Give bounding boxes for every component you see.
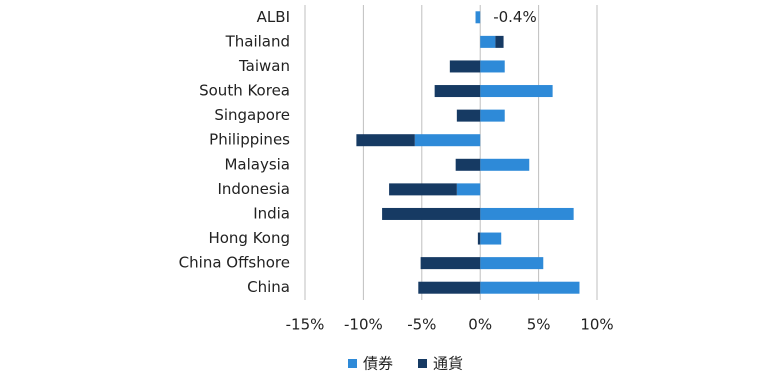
bar — [480, 60, 505, 73]
bar — [414, 134, 481, 147]
x-tick-label: 10% — [580, 316, 613, 334]
bar — [495, 35, 504, 48]
bar — [356, 134, 415, 147]
legend-label: 通貨 — [433, 355, 463, 373]
y-tick-label: China — [247, 278, 290, 296]
bar — [480, 109, 505, 122]
bar — [480, 158, 530, 171]
x-tick-label: -15% — [286, 316, 325, 334]
bar — [434, 85, 481, 98]
y-tick-label: Taiwan — [238, 57, 290, 75]
x-tick-label: 0% — [468, 316, 492, 334]
y-tick-label: Hong Kong — [208, 229, 290, 247]
bar — [477, 232, 481, 245]
x-tick-label: -5% — [407, 316, 436, 334]
y-tick-label: Philippines — [209, 131, 290, 149]
y-tick-label: China Offshore — [179, 254, 290, 272]
bar — [389, 183, 457, 196]
y-tick-label: South Korea — [199, 82, 290, 100]
x-tick-label: 5% — [527, 316, 551, 334]
bar — [449, 60, 481, 73]
bar — [475, 11, 481, 24]
bar — [418, 281, 481, 294]
y-tick-label: India — [253, 204, 290, 222]
bar — [382, 207, 481, 220]
bar — [455, 158, 481, 171]
data-label: -0.4% — [493, 8, 537, 26]
legend-swatch — [348, 359, 357, 368]
bar — [480, 232, 502, 245]
y-tick-label: ALBI — [257, 8, 290, 26]
bar — [480, 85, 553, 98]
y-tick-label: Thailand — [225, 32, 290, 50]
y-tick-label: Indonesia — [217, 180, 290, 198]
y-tick-label: Singapore — [214, 106, 290, 124]
bar — [456, 109, 481, 122]
bar — [456, 183, 481, 196]
bar — [480, 257, 544, 270]
bar — [480, 35, 496, 48]
bar — [480, 281, 580, 294]
y-tick-label: Malaysia — [224, 155, 290, 173]
bar — [420, 257, 481, 270]
legend-swatch — [418, 359, 427, 368]
bar — [480, 207, 574, 220]
legend-label: 債券 — [363, 355, 393, 373]
x-tick-label: -10% — [344, 316, 383, 334]
